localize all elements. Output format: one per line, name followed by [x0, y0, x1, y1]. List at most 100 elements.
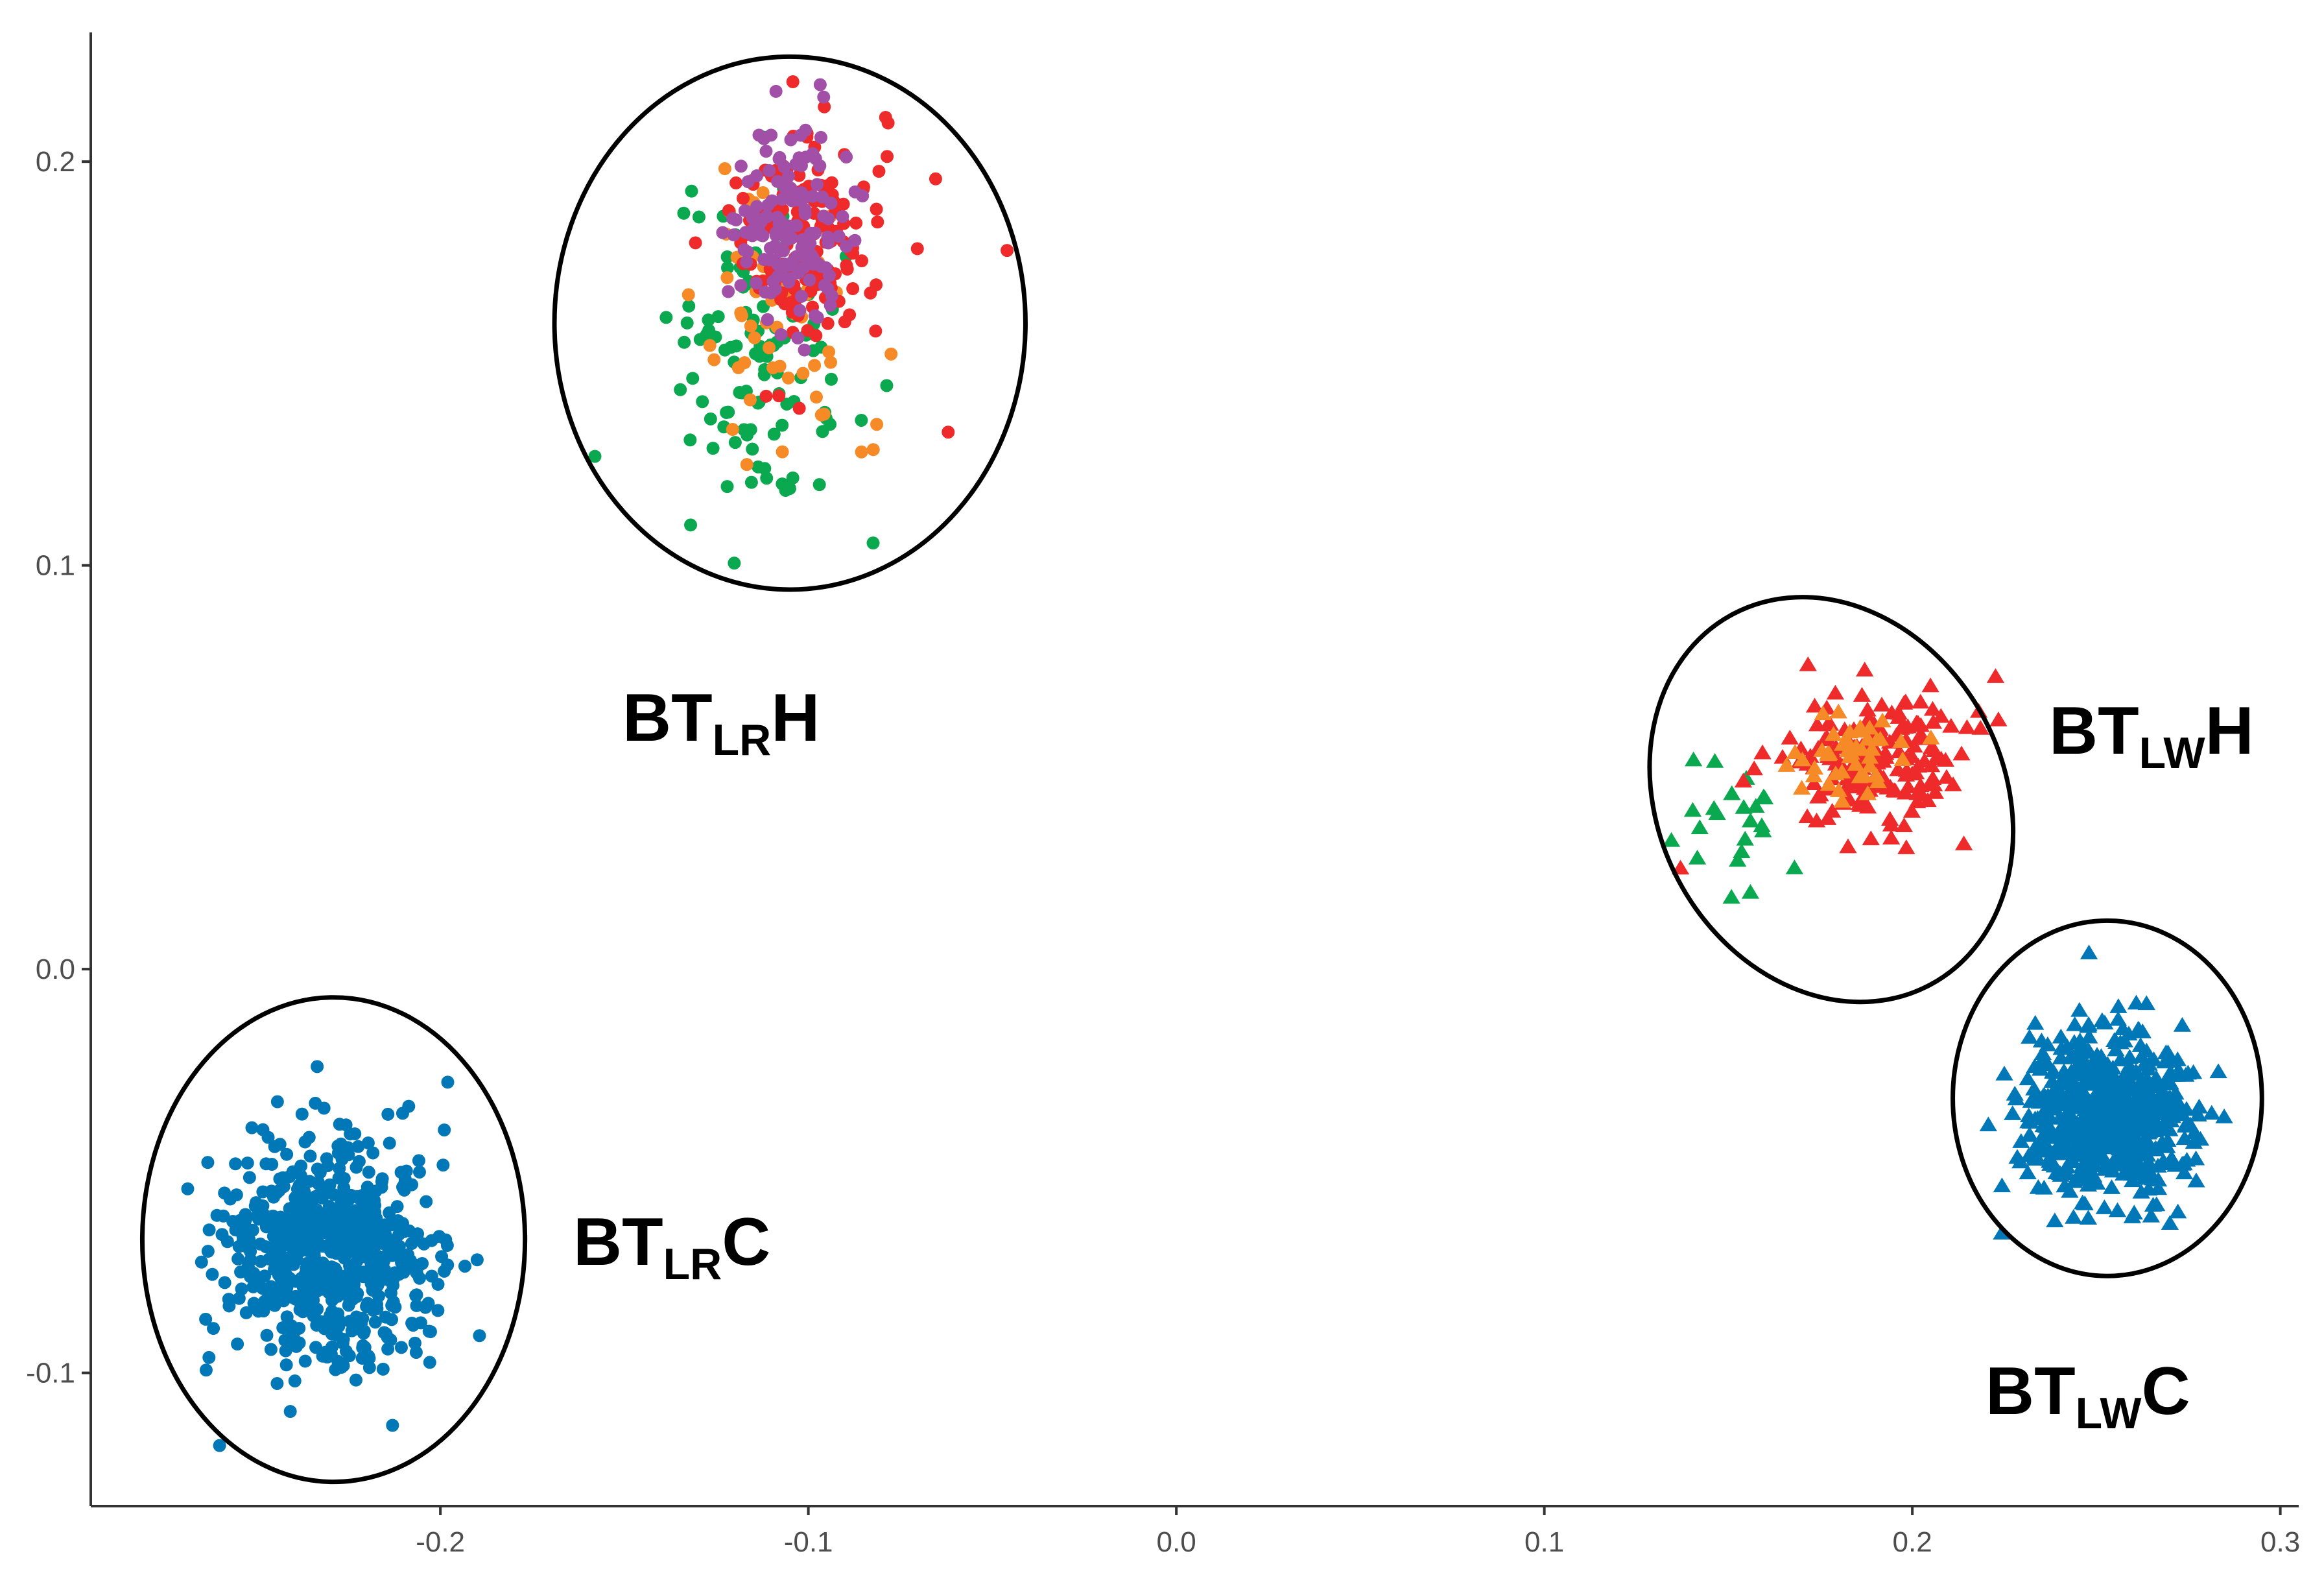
data-point-blue [376, 1362, 390, 1376]
data-point-purple [784, 133, 798, 147]
data-point-blue [2215, 1108, 2233, 1123]
data-point-blue [341, 1141, 355, 1155]
data-point-orange [808, 359, 822, 372]
data-point-blue [2127, 994, 2146, 1010]
data-point-red [1938, 769, 1956, 784]
data-point-red [849, 216, 863, 230]
data-point-red [1896, 784, 1915, 800]
data-point-blue [2095, 1199, 2114, 1214]
data-point-blue [2076, 1101, 2094, 1117]
data-point-orange [731, 361, 745, 374]
data-point-blue [2144, 1170, 2162, 1186]
data-point-blue [2102, 1179, 2121, 1194]
data-point-blue [2079, 1018, 2098, 1033]
data-point-blue [2064, 1153, 2082, 1169]
data-point-blue [386, 1272, 400, 1286]
data-point-purple [798, 203, 812, 217]
data-point-blue [2036, 1103, 2054, 1118]
data-point-purple [750, 276, 763, 290]
data-point-blue [348, 1278, 361, 1291]
data-point-red [1912, 693, 1930, 709]
data-point-blue [287, 1258, 300, 1271]
data-point-red [1905, 737, 1923, 753]
data-point-red [1921, 677, 1939, 693]
data-point-green [678, 335, 691, 349]
data-point-orange [1794, 751, 1812, 767]
data-point-red [1858, 701, 1877, 717]
data-point-blue [324, 1236, 337, 1250]
data-point-green [855, 413, 868, 427]
data-point-green [744, 423, 757, 437]
data-point-blue [295, 1207, 309, 1221]
data-point-blue [268, 1140, 281, 1153]
data-point-blue [412, 1165, 426, 1179]
data-point-purple [740, 255, 753, 269]
data-point-red [1954, 835, 1973, 850]
data-point-red [729, 176, 743, 190]
data-point-purple [798, 238, 811, 252]
data-point-purple [716, 226, 729, 239]
data-point-purple [798, 343, 811, 357]
x-tick-label: 0.0 [1157, 1526, 1196, 1558]
data-point-green [720, 250, 734, 264]
data-point-blue [2153, 1117, 2172, 1133]
data-point-blue [2104, 1162, 2122, 1178]
data-point-blue [302, 1131, 316, 1144]
data-point-blue [298, 1268, 312, 1282]
data-point-blue [2143, 1120, 2161, 1135]
data-point-blue [409, 1345, 423, 1359]
data-point-green [1741, 883, 1760, 899]
data-point-blue [420, 1195, 433, 1208]
data-point-blue [202, 1223, 216, 1237]
data-point-red [1912, 717, 1930, 732]
data-point-green [677, 206, 691, 220]
data-point-blue [362, 1166, 375, 1179]
data-point-green [728, 436, 742, 449]
data-point-red [792, 401, 806, 415]
data-point-blue [2123, 1123, 2142, 1138]
data-point-blue [2122, 1151, 2140, 1166]
data-point-red [870, 278, 883, 292]
data-point-blue [315, 1227, 329, 1240]
data-point-red [772, 389, 786, 403]
data-point-orange [817, 407, 831, 421]
data-point-blue [2043, 1073, 2061, 1088]
data-point-blue [2021, 1127, 2039, 1142]
data-point-blue [346, 1212, 360, 1225]
data-point-blue [337, 1171, 351, 1185]
data-point-blue [2109, 1120, 2128, 1134]
cluster-ellipse-3 [1950, 918, 2264, 1278]
data-point-blue [233, 1214, 246, 1227]
data-point-blue [381, 1330, 394, 1344]
data-point-red [1986, 668, 2005, 683]
data-point-blue [2177, 1151, 2196, 1167]
data-point-blue [2047, 1081, 2065, 1096]
data-point-red [871, 215, 884, 229]
data-point-red [1932, 708, 1950, 723]
data-point-blue [2107, 1041, 2125, 1057]
data-point-green [696, 395, 709, 409]
data-point-purple [768, 239, 782, 252]
data-point-blue [258, 1269, 272, 1283]
data-point-purple [807, 258, 820, 271]
data-point-red [1845, 778, 1864, 794]
data-point-orange [1805, 767, 1823, 783]
data-point-orange [720, 271, 734, 285]
data-point-purple [769, 228, 783, 242]
data-point-blue [2124, 1098, 2142, 1114]
data-point-blue [357, 1245, 370, 1258]
data-point-blue [243, 1171, 256, 1184]
data-point-red [1895, 817, 1914, 832]
data-point-blue [2058, 1038, 2076, 1053]
data-point-blue [276, 1172, 290, 1186]
data-point-blue [2190, 1098, 2209, 1114]
data-point-purple [811, 311, 824, 324]
data-point-blue [398, 1177, 412, 1190]
data-point-orange [1824, 726, 1843, 741]
data-point-blue [2030, 1094, 2048, 1109]
data-point-blue [270, 1376, 284, 1390]
data-point-blue [2019, 1113, 2037, 1129]
data-point-purple [765, 194, 779, 208]
data-point-blue [327, 1290, 340, 1304]
data-point-blue [2176, 1118, 2195, 1133]
